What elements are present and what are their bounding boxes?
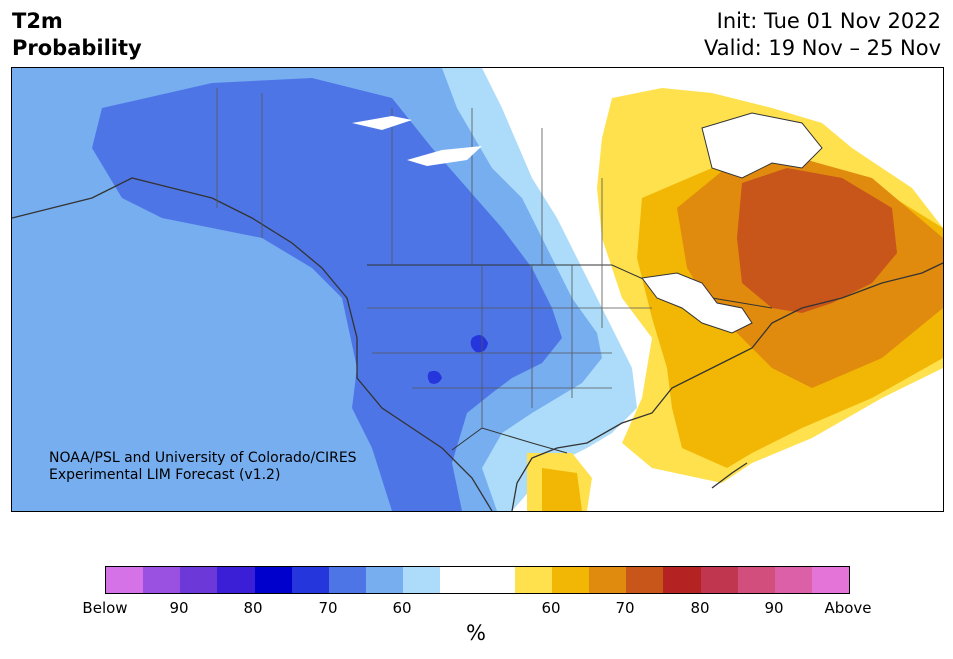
province-state-borders bbox=[216, 88, 652, 428]
valid-date: Valid: 19 Nov – 25 Nov bbox=[704, 36, 941, 60]
colorbar-tick-label: 80 bbox=[690, 599, 710, 617]
colorbar-tick-label: 60 bbox=[541, 599, 561, 617]
colorbar-swatch bbox=[626, 567, 664, 593]
colorbar-tick-label: 70 bbox=[615, 599, 635, 617]
colorbar-swatch bbox=[291, 567, 329, 593]
below-80-region bbox=[92, 78, 562, 511]
below-90-patch-2 bbox=[427, 370, 442, 384]
credit-line-2: Experimental LIM Forecast (v1.2) bbox=[49, 467, 281, 483]
title-line-2: Probability bbox=[12, 36, 142, 60]
great-lakes bbox=[641, 272, 753, 334]
colorbar-swatch bbox=[366, 567, 404, 593]
map-title: T2m Probability bbox=[12, 8, 142, 62]
colorbar-swatch bbox=[551, 567, 590, 593]
great-slave-lake bbox=[352, 116, 412, 130]
colorbar-swatch bbox=[328, 567, 367, 593]
colorbar-tick-label: 70 bbox=[318, 599, 338, 617]
colorbar-swatch bbox=[440, 567, 478, 593]
map-svg bbox=[12, 68, 943, 511]
colorbar-swatch bbox=[477, 567, 515, 593]
colorbar-swatch bbox=[143, 567, 181, 593]
colorbar-swatch bbox=[106, 567, 144, 593]
above-90-region bbox=[737, 168, 897, 313]
colorbar-tick-label: 90 bbox=[764, 599, 784, 617]
great-bear-lake bbox=[407, 146, 482, 166]
colorbar-swatch bbox=[217, 567, 255, 593]
colorbar-tick-label: 80 bbox=[243, 599, 263, 617]
colorbar-tick-label: Below bbox=[82, 599, 128, 617]
below-90-patch-1 bbox=[470, 334, 488, 353]
title-line-1: T2m bbox=[12, 9, 63, 33]
credit-line-1: NOAA/PSL and University of Colorado/CIRE… bbox=[49, 450, 357, 466]
colorbar-swatch bbox=[180, 567, 218, 593]
colorbar-swatch bbox=[774, 567, 812, 593]
colorbar-tick-label: 90 bbox=[169, 599, 189, 617]
colorbar-swatch bbox=[811, 567, 850, 593]
colorbar-swatch bbox=[737, 567, 775, 593]
probability-map bbox=[11, 67, 944, 512]
credit-text: NOAA/PSL and University of Colorado/CIRE… bbox=[49, 450, 357, 484]
hudson-bay bbox=[701, 112, 823, 179]
forecast-dates: Init: Tue 01 Nov 2022 Valid: 19 Nov – 25… bbox=[704, 8, 941, 62]
above-70-south bbox=[542, 468, 582, 511]
colorbar-ticks: Below 90 80 70 60 60 70 80 90 Above bbox=[0, 599, 953, 619]
colorbar-swatch bbox=[700, 567, 738, 593]
colorbar-tick-label: 60 bbox=[392, 599, 412, 617]
colorbar-swatch bbox=[663, 567, 701, 593]
colorbar bbox=[105, 566, 850, 594]
colorbar-tick-label: Above bbox=[824, 599, 872, 617]
colorbar-swatch bbox=[254, 567, 292, 593]
init-date: Init: Tue 01 Nov 2022 bbox=[716, 9, 941, 33]
colorbar-swatch bbox=[514, 567, 552, 593]
colorbar-unit: % bbox=[466, 621, 486, 645]
colorbar-swatch bbox=[403, 567, 441, 593]
colorbar-swatch bbox=[589, 567, 627, 593]
coastline bbox=[12, 177, 943, 511]
